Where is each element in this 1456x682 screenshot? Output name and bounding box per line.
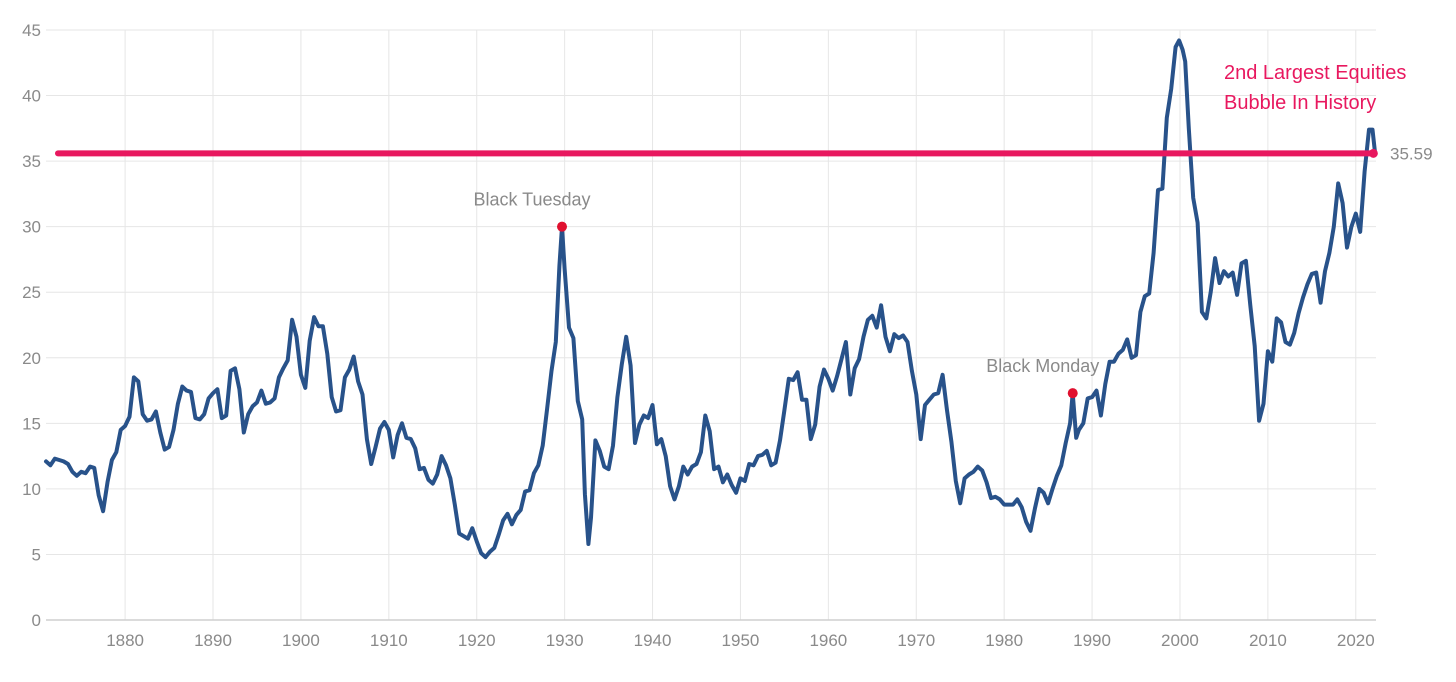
y-tick-label: 30 (22, 218, 41, 237)
annotation-marker (557, 221, 568, 232)
annotation-label: Black Monday (986, 356, 1099, 376)
x-tick-label: 1900 (282, 631, 320, 650)
y-tick-label: 25 (22, 283, 41, 302)
x-tick-label: 1920 (458, 631, 496, 650)
x-tick-label: 1980 (985, 631, 1023, 650)
bubble-callout-line2: Bubble In History (1224, 92, 1376, 114)
x-tick-label: 2010 (1249, 631, 1287, 650)
y-tick-label: 15 (22, 414, 41, 433)
reference-value-label: 35.59 (1390, 144, 1433, 163)
series-line (44, 38, 1378, 560)
y-tick-label: 40 (22, 87, 41, 106)
y-tick-label: 35 (22, 152, 41, 171)
x-tick-label: 1970 (897, 631, 935, 650)
grid (46, 29, 1376, 621)
y-tick-label: 0 (32, 611, 41, 630)
x-tick-label: 1960 (809, 631, 847, 650)
reference-end-dot (1368, 148, 1378, 158)
reference-line-group: 35.59 (55, 144, 1433, 163)
x-tick-label: 1930 (546, 631, 584, 650)
x-tick-label: 1940 (634, 631, 672, 650)
x-tick-label: 1880 (106, 631, 144, 650)
annotation-marker (1067, 388, 1078, 399)
x-tick-label: 1990 (1073, 631, 1111, 650)
x-tick-label: 1950 (722, 631, 760, 650)
y-tick-label: 5 (32, 545, 41, 564)
y-tick-label: 20 (22, 349, 41, 368)
x-tick-label: 1890 (194, 631, 232, 650)
x-tick-label: 1910 (370, 631, 408, 650)
annotations: Black Tuesday Black Monday (473, 190, 1099, 399)
x-tick-label: 2000 (1161, 631, 1199, 650)
annotation-label: Black Tuesday (473, 190, 590, 210)
y-tick-label: 10 (22, 480, 41, 499)
y-axis-labels: 0 5 10 15 20 25 30 35 40 45 (22, 21, 41, 630)
y-tick-label: 45 (22, 21, 41, 40)
x-axis-labels: 1880 1890 1900 1910 1920 1930 1940 1950 1960 1970… (106, 631, 1374, 650)
x-tick-label: 2020 (1337, 631, 1375, 650)
bubble-callout-line1: 2nd Largest Equities (1224, 62, 1406, 84)
